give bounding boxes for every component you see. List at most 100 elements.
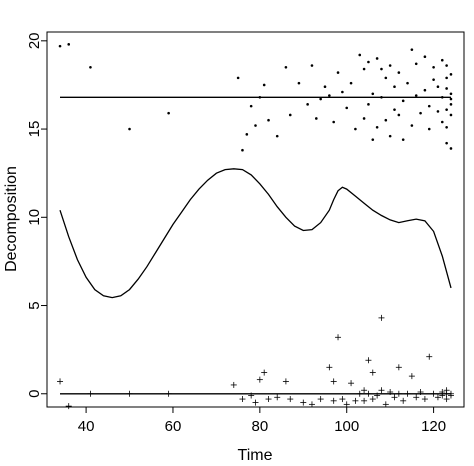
data-point-dot	[349, 81, 353, 85]
data-point-dot	[288, 113, 292, 117]
data-point-plus	[365, 390, 372, 397]
data-point-plus	[252, 399, 259, 406]
data-point-dot	[345, 106, 349, 110]
data-point-dot	[406, 81, 409, 85]
data-point-dot	[254, 124, 257, 127]
data-point-dot	[89, 65, 92, 69]
data-point-plus	[248, 392, 255, 399]
data-point-plus	[378, 314, 385, 321]
data-point-dot	[297, 81, 301, 85]
data-point-plus	[413, 394, 420, 401]
data-point-plus	[65, 403, 72, 410]
data-point-dot	[427, 104, 431, 108]
data-point-plus	[261, 369, 268, 376]
y-axis-label: Decomposition	[3, 166, 20, 272]
data-point-dot	[445, 64, 448, 67]
data-point-dot	[319, 97, 322, 101]
data-point-dot	[67, 43, 71, 46]
x-axis: 40 60 80 100 120	[78, 407, 446, 435]
data-point-dot	[445, 108, 448, 111]
data-point-dot	[436, 85, 440, 89]
data-point-dot	[384, 118, 388, 122]
data-point-plus	[382, 401, 389, 408]
x-tick-label: 100	[334, 418, 359, 435]
data-point-dot	[427, 127, 431, 131]
x-tick-label: 40	[78, 418, 95, 435]
y-axis: 0 5 10 15 20	[26, 32, 47, 398]
data-point-plus	[126, 390, 133, 397]
data-point-dot	[449, 73, 453, 76]
data-point-plus	[443, 387, 450, 394]
data-point-dot	[449, 113, 453, 117]
data-point-dot	[284, 65, 288, 69]
data-point-dot	[423, 88, 427, 92]
data-point-plus	[378, 387, 385, 394]
data-point-dot	[419, 111, 422, 115]
data-point-plus	[369, 396, 376, 403]
data-point-dot	[445, 87, 448, 90]
data-point-dot	[128, 127, 131, 131]
data-point-dot	[436, 110, 440, 113]
data-point-dot	[397, 113, 401, 117]
data-point-plus	[239, 396, 246, 403]
x-axis-label: Time	[238, 447, 273, 464]
data-point-dot	[388, 64, 392, 67]
data-point-dot	[249, 104, 253, 108]
data-point-plus	[352, 397, 359, 404]
data-point-dot	[384, 76, 388, 80]
data-point-plus	[369, 369, 376, 376]
data-point-dot	[315, 117, 318, 120]
data-point-dot	[362, 67, 366, 71]
data-point-dot	[328, 94, 331, 97]
x-tick-label: 60	[165, 418, 182, 435]
y-tick-label: 5	[26, 301, 43, 309]
data-point-plus	[339, 396, 346, 403]
data-point-plus	[447, 392, 454, 399]
data-point-dot	[241, 148, 244, 152]
data-point-plus	[326, 364, 333, 371]
data-point-dot	[414, 94, 418, 97]
data-point-plus	[421, 396, 428, 403]
data-point-plus	[387, 389, 394, 395]
data-point-dot	[323, 85, 327, 89]
data-point-dot	[341, 90, 344, 94]
data-point-dot	[440, 120, 444, 124]
data-point-plus	[361, 387, 368, 394]
data-point-dot	[354, 127, 357, 131]
data-point-dot	[423, 55, 427, 59]
data-point-dot	[388, 134, 392, 138]
y-tick-label: 15	[26, 121, 43, 138]
data-point-plus	[230, 381, 237, 388]
data-point-dot	[375, 57, 379, 60]
data-point-plus	[57, 378, 64, 385]
data-point-plus	[395, 390, 402, 397]
data-point-dot	[440, 95, 444, 99]
data-point-dot	[332, 120, 335, 124]
data-point-plus	[87, 390, 94, 397]
data-point-plus	[317, 396, 324, 403]
data-point-dot	[432, 78, 435, 81]
y-tick-label: 20	[26, 32, 43, 49]
data-point-plus	[408, 373, 415, 380]
data-point-dot	[375, 125, 379, 129]
data-point-plus	[256, 376, 263, 383]
data-point-dot	[445, 141, 448, 145]
data-point-dot	[445, 125, 448, 129]
data-point-dot	[410, 124, 414, 127]
data-point-dot	[414, 62, 418, 66]
plot-frame	[46, 31, 465, 408]
data-point-dot	[306, 103, 309, 106]
data-point-plus	[165, 390, 172, 397]
data-point-dot	[397, 71, 401, 74]
data-point-plus	[439, 392, 446, 399]
data-point-plus	[287, 396, 294, 403]
data-point-dot	[449, 97, 453, 101]
y-tick-label: 10	[26, 209, 43, 226]
data-point-plus	[335, 334, 342, 341]
data-point-dot	[258, 95, 262, 99]
data-point-dot	[310, 64, 314, 67]
data-point-dot	[380, 67, 383, 71]
data-point-dot	[449, 92, 453, 96]
data-point-plus	[417, 389, 424, 395]
data-point-plus	[356, 390, 363, 397]
